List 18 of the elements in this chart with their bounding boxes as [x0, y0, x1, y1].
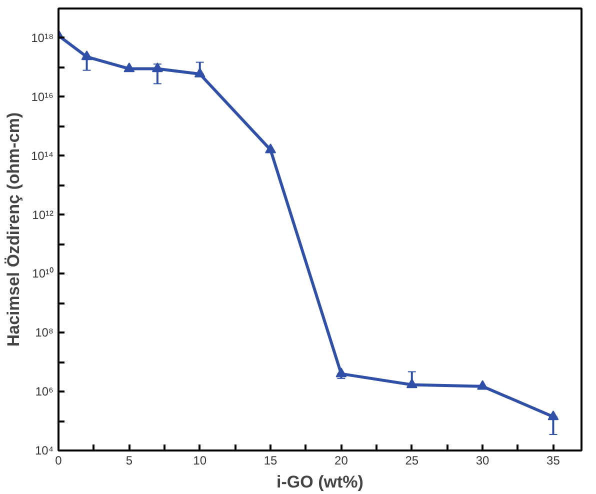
y-axis-title: Hacimsel Özdirenç (ohm-cm) [4, 112, 23, 347]
y-tick-label: 10¹⁰ [32, 266, 54, 281]
y-tick-label: 10¹² [32, 208, 54, 222]
y-tick-label: 10¹⁸ [31, 30, 54, 45]
x-tick-label: 10 [193, 454, 207, 468]
x-tick-label: 5 [126, 454, 133, 468]
x-tick-label: 30 [476, 454, 490, 468]
x-tick-label: 20 [334, 454, 348, 468]
x-tick-label: 0 [55, 454, 62, 468]
x-tick-label: 15 [264, 454, 278, 468]
y-tick-label: 10⁶ [35, 384, 54, 399]
x-tick-label: 25 [405, 454, 419, 468]
x-tick-label: 35 [546, 454, 560, 468]
y-tick-label: 10⁴ [34, 444, 54, 458]
y-tick-label: 10¹⁶ [31, 90, 54, 104]
y-tick-label: 10¹⁴ [31, 148, 54, 163]
x-axis-title: i-GO (wt%) [276, 472, 364, 492]
y-tick-label: 10⁸ [35, 326, 54, 340]
